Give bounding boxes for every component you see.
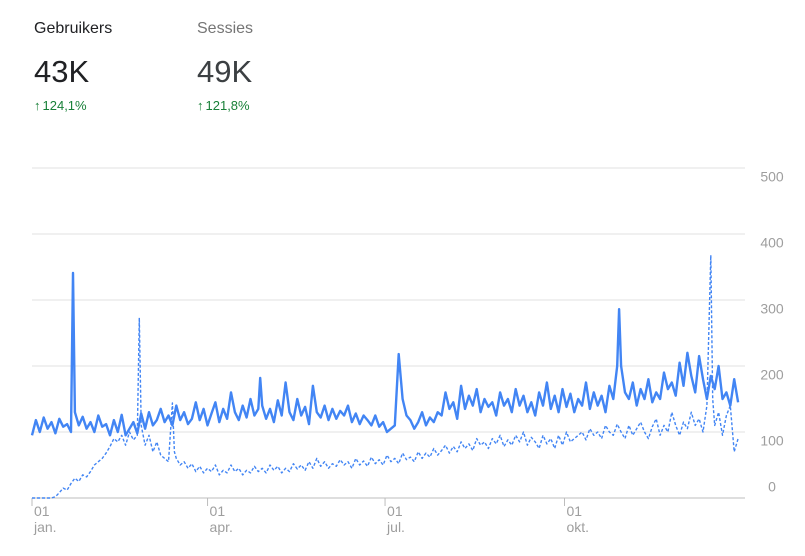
metric-tab[interactable]: Gebruikers 43K ↑ 124,1%: [34, 20, 112, 113]
y-tick-label: 100: [760, 433, 784, 449]
up-arrow: ↑: [34, 98, 41, 113]
metric-tab[interactable]: Sessies 49K ↑ 121,8%: [197, 20, 253, 113]
x-tick-label: 01 jul.: [386, 503, 405, 535]
y-tick-label: 200: [760, 367, 784, 383]
metric-value: 49K: [197, 54, 253, 89]
x-tick-label-line: jan.: [33, 519, 57, 535]
metric-label: Gebruikers: [34, 20, 113, 37]
x-tick-label: 01 jan.: [33, 503, 57, 535]
x-tick-label-line: apr.: [210, 519, 233, 535]
x-tick-label-line: jul.: [386, 519, 405, 535]
x-tick-label: 01 okt.: [567, 503, 590, 535]
y-tick-label: 300: [760, 301, 784, 317]
metric-change: ↑ 124,1%: [34, 98, 112, 113]
x-tick-label-line: 01: [387, 503, 403, 519]
y-tick-label: 500: [760, 169, 784, 185]
x-tick-label-line: 01: [567, 503, 583, 519]
metric-label: Sessies: [197, 20, 254, 37]
metric-change: ↑ 121,8%: [197, 98, 253, 113]
x-tick-label-line: 01: [210, 503, 226, 519]
up-arrow: ↑: [197, 98, 204, 113]
y-tick-label: 400: [760, 235, 784, 251]
change-text: 121,8%: [205, 98, 250, 113]
series-line: [30, 271, 740, 437]
y-tick-label: 0: [768, 479, 776, 495]
x-tick-label-line: okt.: [567, 519, 590, 535]
change-text: 124,1%: [42, 98, 87, 113]
x-tick-label-line: 01: [34, 503, 50, 519]
metric-value: 43K: [34, 54, 90, 89]
comparison-line: [32, 254, 739, 499]
x-tick-label: 01 apr.: [210, 503, 233, 535]
